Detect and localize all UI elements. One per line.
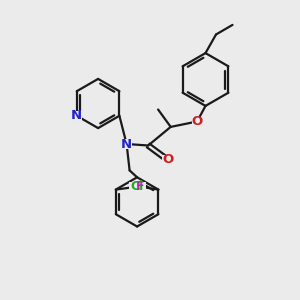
Text: N: N bbox=[121, 137, 132, 151]
Bar bbox=[134, 182, 146, 191]
Text: O: O bbox=[191, 115, 203, 128]
Text: F: F bbox=[136, 180, 144, 193]
Text: O: O bbox=[162, 153, 173, 167]
Text: N: N bbox=[71, 109, 82, 122]
Bar bbox=[128, 182, 146, 191]
Text: Cl: Cl bbox=[131, 180, 144, 193]
Bar bbox=[191, 117, 203, 126]
Bar bbox=[162, 155, 173, 165]
Bar bbox=[121, 139, 132, 149]
Bar bbox=[71, 111, 82, 121]
